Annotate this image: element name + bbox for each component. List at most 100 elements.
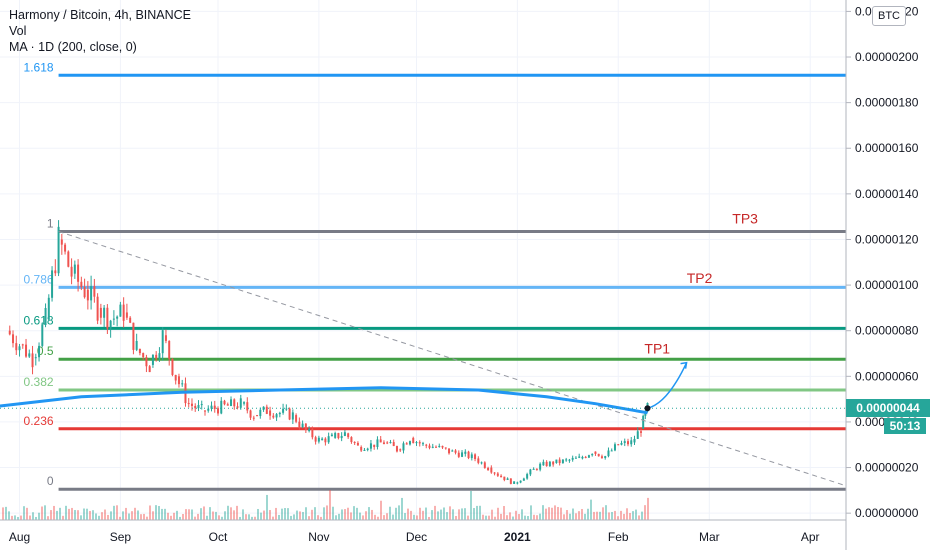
volume-bar (203, 506, 205, 520)
volume-bar (110, 511, 112, 520)
candle-body (487, 467, 490, 471)
volume-bar (557, 506, 559, 520)
ma-indicator-label[interactable]: MA · 1D (200, close, 0) (9, 40, 137, 54)
candle-body (207, 408, 210, 411)
volume-bar (47, 516, 49, 520)
volume-bar (638, 515, 640, 520)
volume-bar (605, 505, 607, 520)
volume-bar (428, 516, 430, 520)
candle-body (34, 357, 37, 359)
volume-bar (611, 511, 613, 520)
price-axis-label: 0.00000160 (855, 141, 919, 155)
candle-body (304, 423, 307, 431)
candle-body (474, 454, 477, 460)
candle-body (490, 467, 493, 473)
volume-bar (476, 505, 478, 520)
volume-bar (335, 515, 337, 520)
volume-bar (77, 510, 79, 520)
price-axis-label: 0.00000180 (855, 96, 919, 110)
volume-bar (242, 509, 244, 520)
candle-body (626, 441, 629, 445)
candle-body (25, 344, 28, 357)
candle-body (568, 459, 571, 461)
volume-bar (512, 516, 514, 520)
currency-badge[interactable]: BTC (872, 6, 906, 26)
candle-body (347, 433, 350, 438)
volume-bar (179, 516, 181, 520)
volume-bar (56, 510, 58, 520)
candle-body (415, 442, 418, 444)
volume-indicator-label[interactable]: Vol (9, 24, 27, 38)
volume-bar (515, 510, 517, 520)
target-label: TP1 (644, 341, 670, 357)
candle-body (194, 405, 197, 409)
volume-bar (350, 512, 352, 520)
volume-bar (602, 507, 604, 520)
candle-body (262, 406, 265, 410)
volume-bar (635, 509, 637, 520)
volume-bar (434, 505, 436, 520)
volume-bar (368, 507, 370, 520)
volume-bar (272, 516, 274, 520)
volume-bar (581, 508, 583, 520)
candle-body (272, 415, 275, 418)
candle-body (259, 409, 262, 417)
volume-bar (593, 511, 595, 520)
candle-body (15, 343, 18, 351)
candle-body (38, 345, 41, 358)
volume-bar (533, 514, 535, 520)
volume-bar (218, 515, 220, 520)
candle-body (77, 264, 80, 282)
candle-body (295, 415, 298, 422)
candle-body (565, 459, 568, 461)
candle-body (44, 308, 47, 325)
candle-body (314, 437, 317, 442)
candle-body (389, 442, 392, 444)
candle-body (321, 438, 324, 441)
candle-body (132, 322, 135, 350)
volume-bar (506, 515, 508, 520)
candle-body (467, 451, 470, 459)
volume-bar (11, 515, 13, 520)
candle-body (181, 383, 184, 385)
candle-body (441, 445, 444, 448)
candle-body (633, 438, 636, 443)
candle-body (340, 435, 343, 439)
price-axis: 0.000002200.000002000.000001800.00000160… (845, 0, 919, 550)
volume-bar (236, 505, 238, 520)
volume-bar (134, 507, 136, 520)
candle-body (93, 286, 96, 297)
candle-body (96, 296, 99, 321)
volume-bar (293, 514, 295, 520)
volume-bar (449, 506, 451, 520)
candle-body (57, 226, 60, 274)
volume-bar (44, 505, 46, 520)
candle-body (135, 340, 138, 350)
volume-bar (362, 515, 364, 520)
volume-bar (629, 513, 631, 520)
candle-body (334, 433, 337, 438)
candle-body (187, 403, 190, 405)
volume-bar (473, 508, 475, 520)
candle-body (213, 405, 216, 409)
volume-bar (68, 508, 70, 520)
candle-body (382, 442, 385, 445)
candle-body (584, 456, 587, 458)
volume-bar (485, 515, 487, 520)
volume-bar (53, 505, 55, 520)
volume-bar (401, 497, 403, 520)
candle-body (73, 264, 76, 274)
candle-body (28, 353, 31, 357)
symbol-title[interactable]: Harmony / Bitcoin, 4h, BINANCE (9, 8, 192, 22)
candle-body (350, 437, 353, 443)
fib-level-label: 0 (47, 474, 54, 488)
candle-body (174, 374, 177, 381)
candle-body (226, 404, 229, 406)
candle-body (363, 449, 366, 451)
volume-bar (74, 510, 76, 520)
volume-bar (263, 510, 265, 520)
volume-bar (191, 509, 193, 520)
candle-body (548, 461, 551, 467)
chart-overlays: TP3 TP2 TP1 (0, 211, 847, 487)
